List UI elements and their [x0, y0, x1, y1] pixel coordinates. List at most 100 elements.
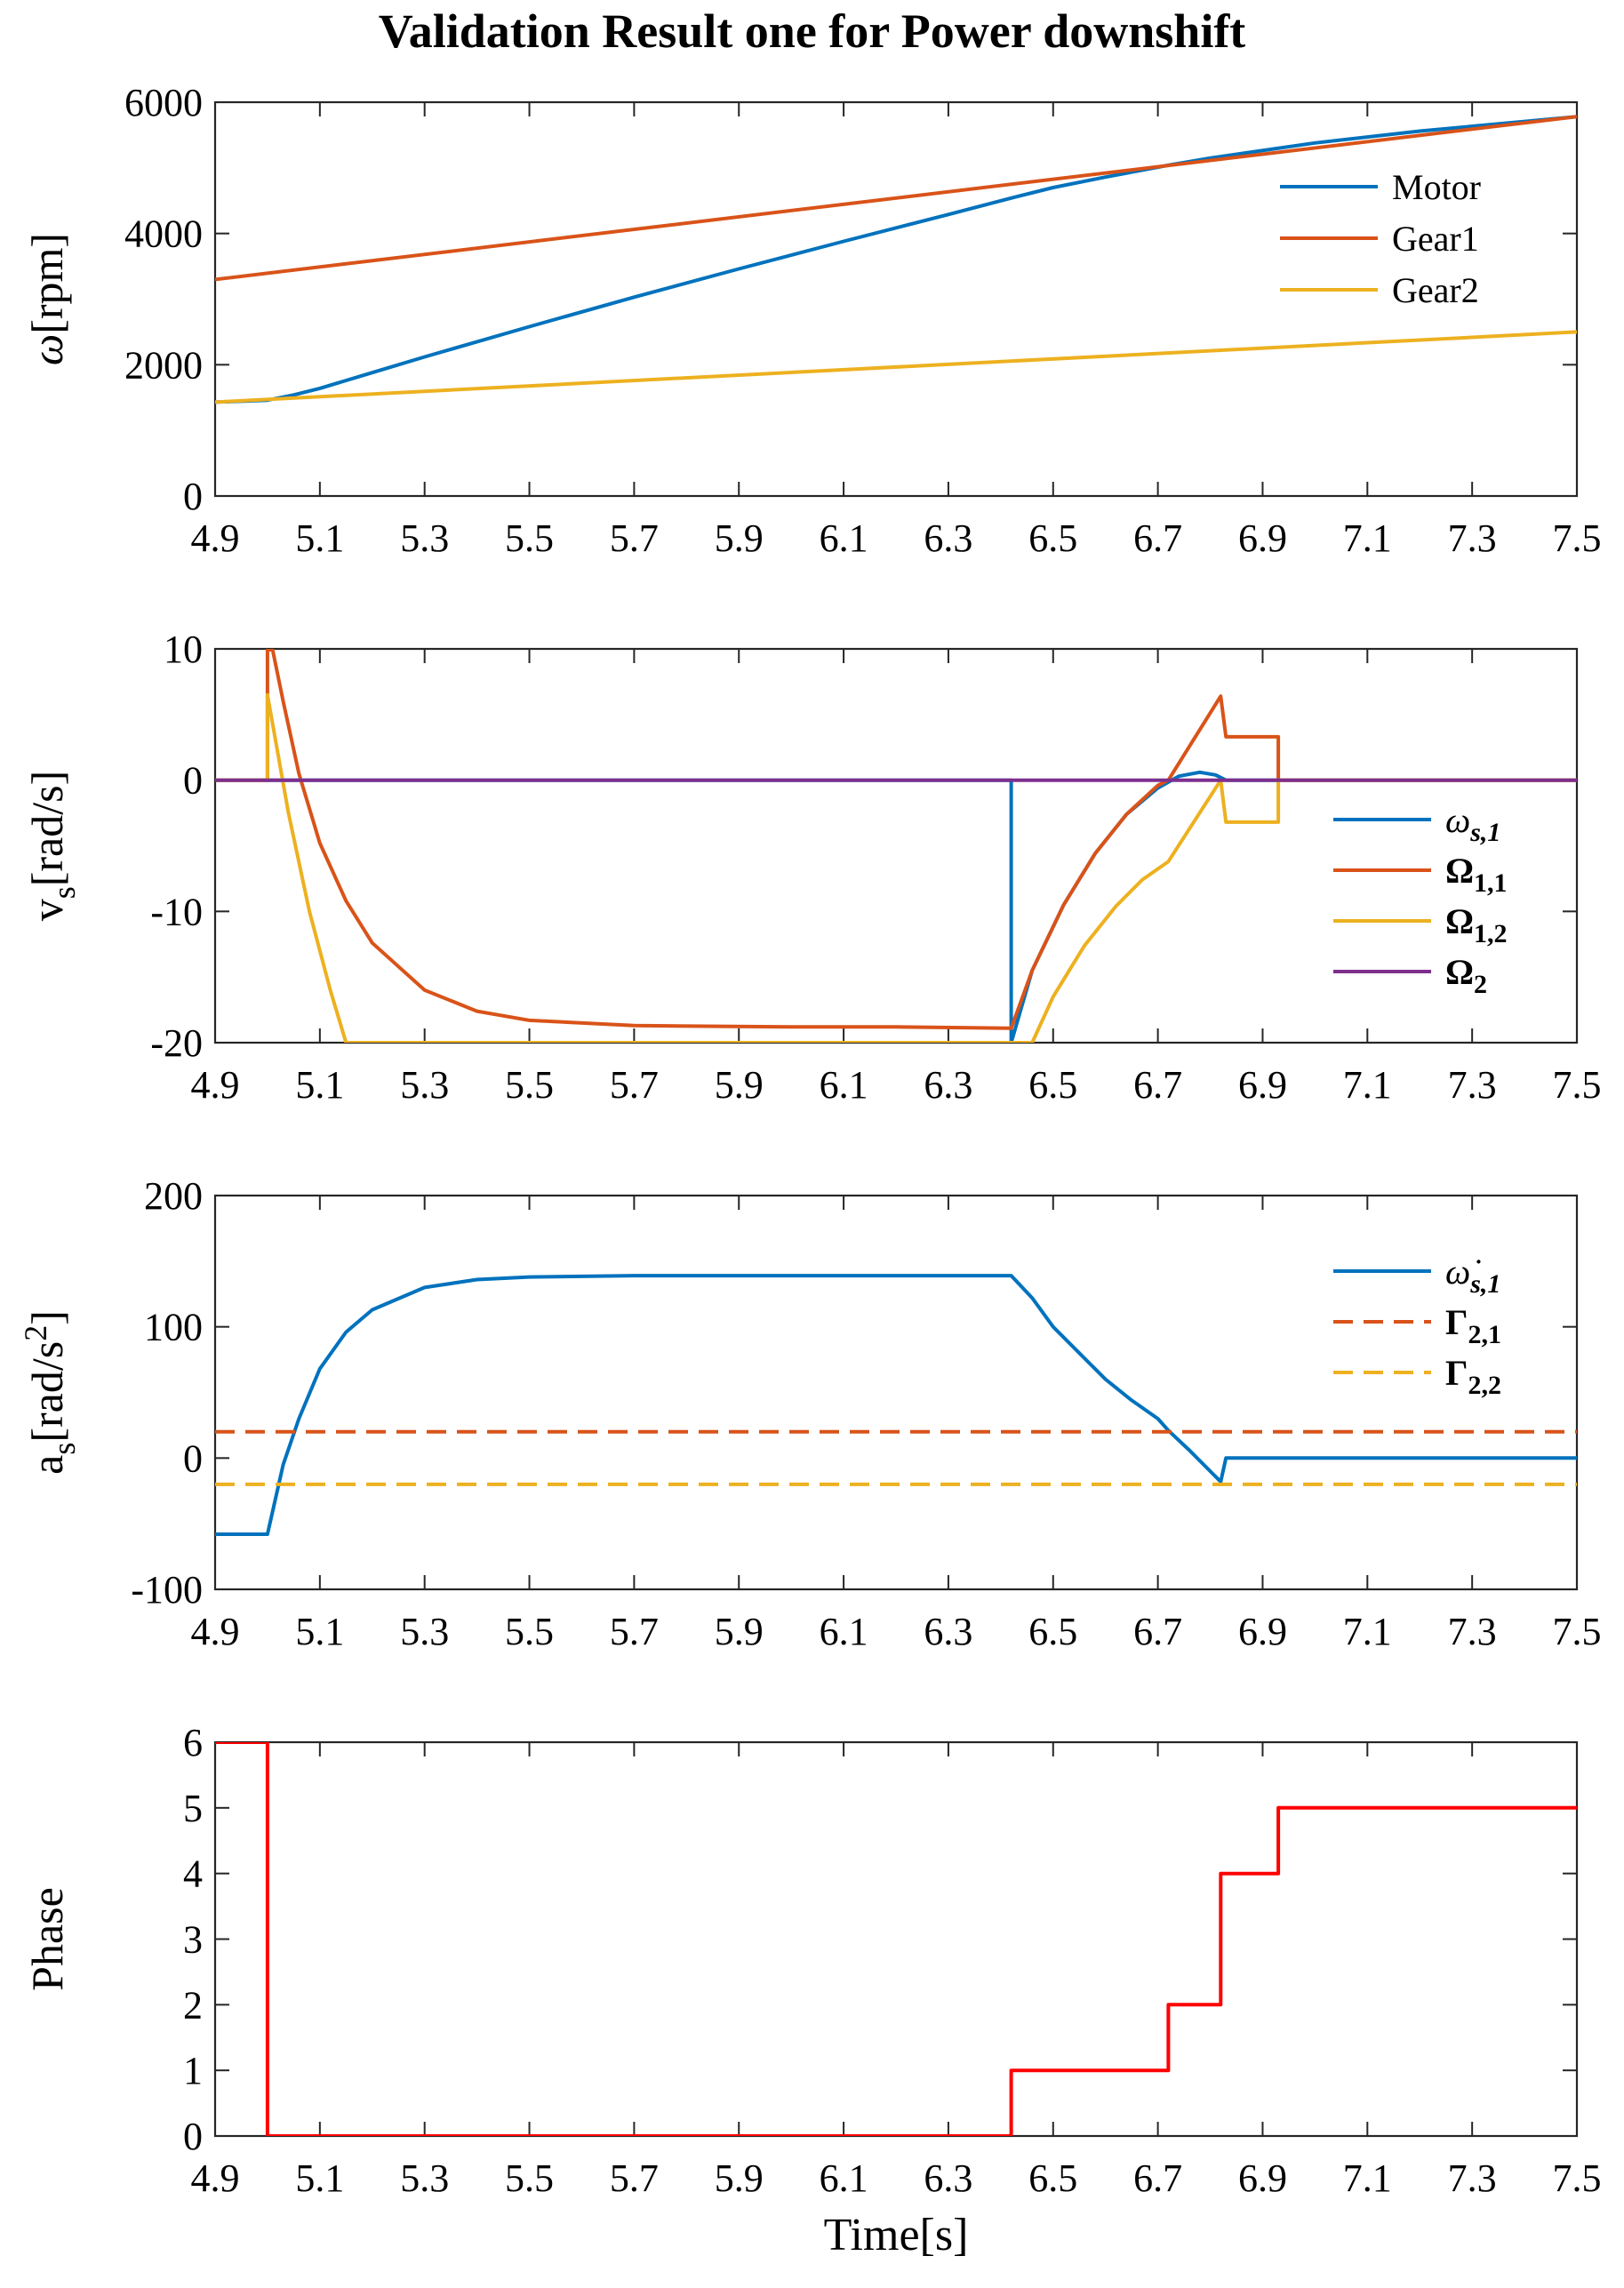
y-tick-label: -20 [150, 1021, 203, 1065]
y-tick-label: 1 [183, 2049, 203, 2092]
x-tick-label: 6.3 [924, 516, 972, 560]
legend: ωs,1Ω1,1Ω1,2Ω2 [1333, 800, 1508, 999]
x-tick-label: 5.5 [505, 516, 554, 560]
x-tick-label: 5.9 [715, 516, 764, 560]
y-tick-label: 3 [183, 1918, 203, 1962]
x-tick-label: 6.7 [1133, 2156, 1182, 2200]
x-tick-label: 5.7 [610, 1063, 659, 1107]
x-tick-label: 7.1 [1343, 516, 1392, 560]
y-tick-label: 5 [183, 1787, 203, 1830]
y-tick-label: 2 [183, 1983, 203, 2027]
legend-entry: Ω2 [1445, 952, 1487, 999]
series-line [215, 1742, 1577, 2136]
x-tick-label: 5.5 [505, 1610, 554, 1653]
x-tick-label: 5.9 [715, 2156, 764, 2200]
series-line [215, 330, 1577, 404]
x-tick-label: 4.9 [191, 1063, 240, 1107]
x-tick-label: 6.1 [820, 1063, 868, 1107]
legend-entry: Γ2,2 [1445, 1353, 1501, 1400]
x-tick-label: 6.1 [820, 1610, 868, 1653]
x-tick-label: 5.3 [400, 1610, 449, 1653]
y-tick-label: -10 [150, 890, 203, 933]
x-tick-label: 7.5 [1553, 1063, 1602, 1107]
x-tick-label: 7.3 [1448, 1063, 1497, 1107]
legend: Motor Gear1 Gear2 [1280, 167, 1481, 310]
y-axis-label: as[rad/s2] [18, 1310, 82, 1475]
chart-panel-1: 4.9 5.1 5.3 5.5 5.7 5.9 6.1 6.3 6.5 6.7 6.9 7.1 7.3 7… [22, 81, 1602, 560]
legend-entry: Motor [1392, 167, 1481, 207]
y-tick-label: 6 [183, 1721, 203, 1764]
axes-box [213, 1194, 1579, 1591]
x-tick-label: 5.7 [610, 1610, 659, 1653]
legend-entry: Ω1,1 [1445, 851, 1508, 898]
x-tick-label: 6.3 [924, 2156, 972, 2200]
legend-entry: Γ2,1 [1445, 1302, 1501, 1349]
x-tick-label: 7.1 [1343, 2156, 1392, 2200]
x-tick-label: 6.7 [1133, 1063, 1182, 1107]
y-tick-label: 200 [144, 1174, 203, 1218]
x-tick-label: 6.3 [924, 1610, 972, 1653]
axes-box [213, 100, 1579, 498]
x-tick-label: 6.9 [1238, 2156, 1287, 2200]
series-group [215, 1274, 1577, 1536]
x-tick-label: 7.3 [1448, 2156, 1497, 2200]
y-axis-label: vs[rad/s] [22, 771, 82, 922]
x-tick-label: 5.5 [505, 1063, 554, 1107]
x-tick-label: 7.1 [1343, 1610, 1392, 1653]
series-line [215, 692, 1577, 1043]
y-tick-label: 0 [183, 475, 203, 518]
series-line [215, 115, 1577, 404]
y-axis-label: Phase [22, 1887, 72, 1991]
chart-panel-2: 4.9 5.1 5.3 5.5 5.7 5.9 6.1 6.3 6.5 6.7 6.9 7.1 7.3 7… [22, 628, 1602, 1107]
x-tick-label: 5.1 [295, 2156, 344, 2200]
x-tick-label: 7.3 [1448, 1610, 1497, 1653]
x-tick-label: 6.7 [1133, 516, 1182, 560]
y-tick-label: 2000 [124, 343, 203, 387]
x-tick-label: 7.3 [1448, 516, 1497, 560]
x-tick-label: 6.1 [820, 2156, 868, 2200]
x-tick-label: 7.5 [1553, 2156, 1602, 2200]
legend-entry: Gear1 [1392, 219, 1479, 259]
x-tick-label: 5.3 [400, 1063, 449, 1107]
x-tick-label: 7.5 [1553, 516, 1602, 560]
y-axis-label: ω[rpm] [22, 233, 72, 365]
y-tick-label: -100 [131, 1568, 203, 1612]
x-tick-label: 5.1 [295, 1610, 344, 1653]
legend-entry: Ω1,2 [1445, 901, 1508, 948]
x-tick-label: 7.5 [1553, 1610, 1602, 1653]
x-tick-label: 6.5 [1028, 516, 1077, 560]
legend-entry: Gear2 [1392, 270, 1479, 310]
y-tick-label: 6000 [124, 81, 203, 124]
x-tick-label: 5.1 [295, 1063, 344, 1107]
y-tick-label: 0 [183, 759, 203, 803]
x-tick-label: 6.5 [1028, 2156, 1077, 2200]
x-tick-label: 6.7 [1133, 1610, 1182, 1653]
x-tick-label: 5.1 [295, 516, 344, 560]
y-tick-label: 4 [183, 1852, 203, 1896]
series-group [215, 1742, 1577, 2136]
y-tick-label: 10 [164, 628, 203, 671]
figure-title: Validation Result one for Power downshif… [378, 4, 1246, 58]
y-tick-label: 0 [183, 1436, 203, 1480]
x-tick-label: 5.9 [715, 1610, 764, 1653]
series-line [215, 115, 1577, 282]
x-tick-label: 5.3 [400, 2156, 449, 2200]
x-tick-label: 6.9 [1238, 1610, 1287, 1653]
series-group [215, 115, 1577, 404]
chart-panel-4: 4.9 5.1 5.3 5.5 5.7 5.9 6.1 6.3 6.5 6.7 6.9 7.1 7.3 7… [22, 1721, 1602, 2260]
x-tick-label: 4.9 [191, 516, 240, 560]
x-tick-label: 5.7 [610, 2156, 659, 2200]
y-tick-label: 4000 [124, 212, 203, 256]
x-tick-label: 5.3 [400, 516, 449, 560]
x-tick-label: 6.9 [1238, 1063, 1287, 1107]
x-axis-label: Time[s] [824, 2210, 969, 2260]
x-tick-label: 4.9 [191, 2156, 240, 2200]
series-group [215, 649, 1577, 1043]
x-tick-label: 7.1 [1343, 1063, 1392, 1107]
series-line [215, 1274, 1577, 1536]
y-tick-label: 0 [183, 2115, 203, 2158]
x-tick-label: 6.5 [1028, 1610, 1077, 1653]
chart-panel-3: 4.9 5.1 5.3 5.5 5.7 5.9 6.1 6.3 6.5 6.7 6.9 7.1 7.3 7… [18, 1174, 1602, 1653]
x-tick-label: 5.7 [610, 516, 659, 560]
